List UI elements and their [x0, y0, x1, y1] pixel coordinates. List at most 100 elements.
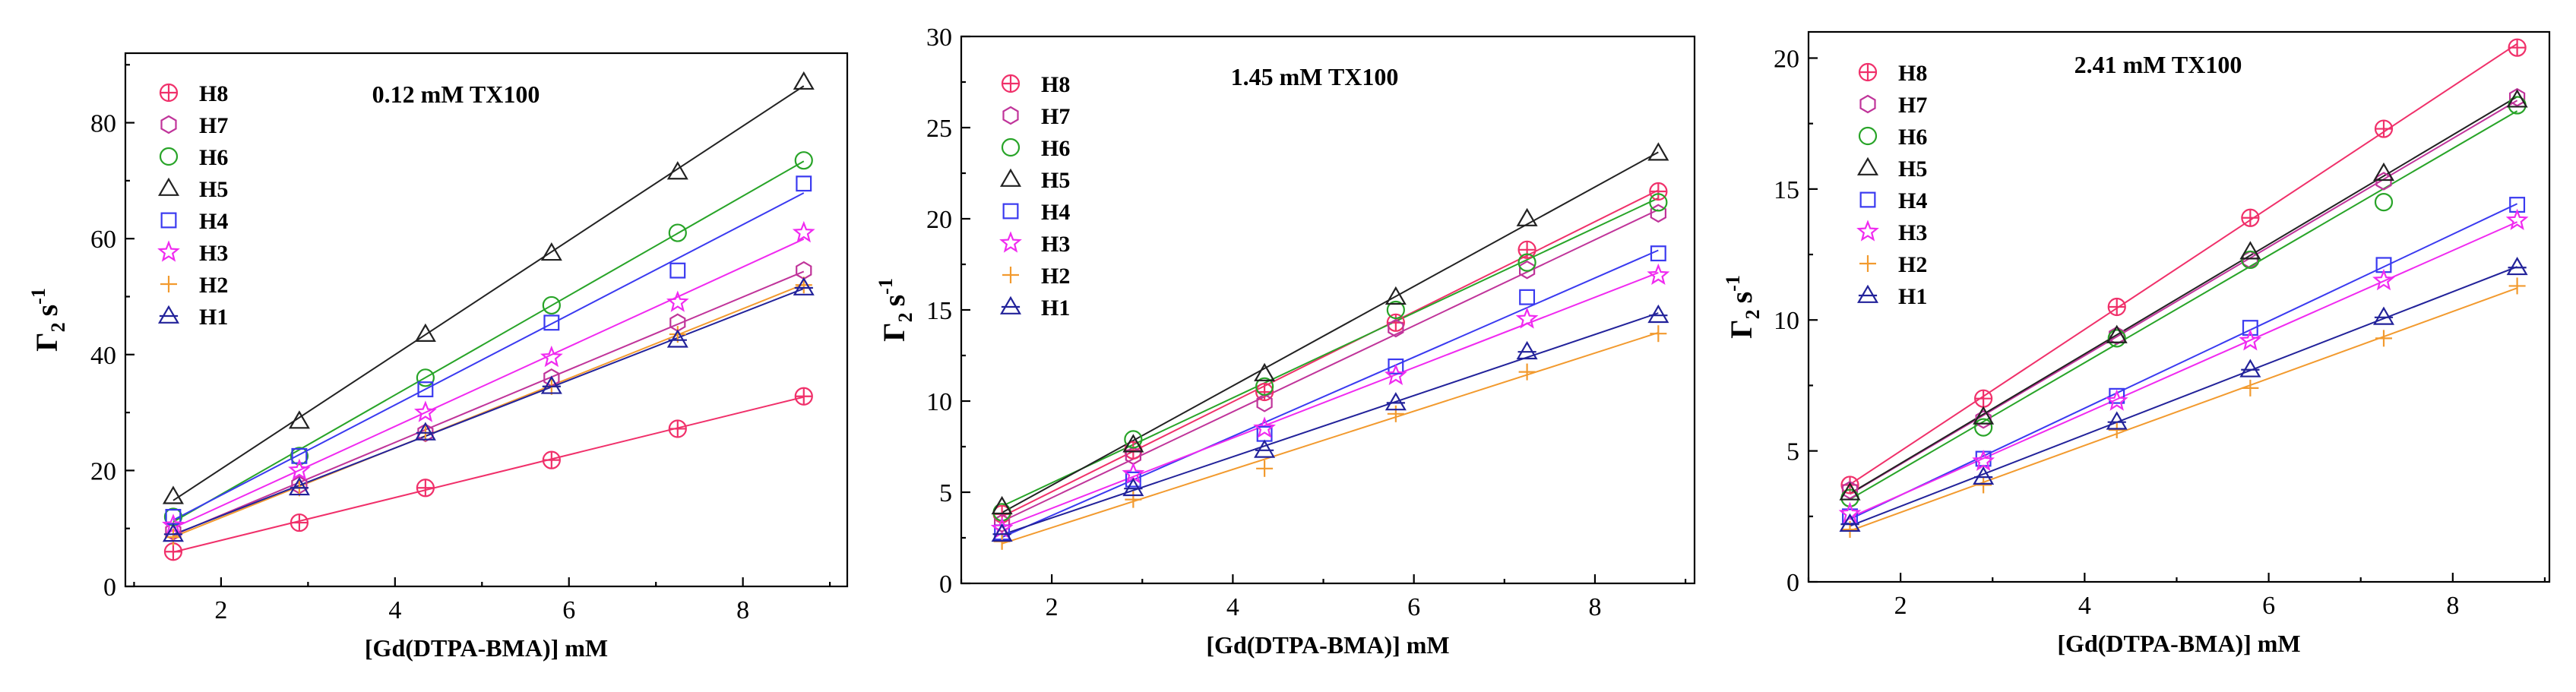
legend-label-h1: H1	[1041, 295, 1070, 321]
legend-marker-h5	[1856, 156, 1879, 175]
data-point-h4	[2242, 320, 2258, 337]
legend-label-h6: H6	[199, 145, 228, 170]
data-point-h5	[2372, 162, 2394, 182]
data-point-h4	[1388, 358, 1404, 374]
data-point-h3	[1253, 416, 1276, 438]
y-axis-label-exponent: -1	[1722, 275, 1744, 292]
legend-label-h8: H8	[199, 81, 228, 106]
y-tick-label: 20	[1774, 45, 1799, 73]
x-tick-label: 2	[1046, 593, 1059, 621]
data-point-h4	[543, 314, 560, 331]
legend-marker-h1	[157, 305, 180, 324]
data-point-h8	[2374, 119, 2394, 138]
data-point-h7	[1256, 393, 1273, 412]
data-point-h3	[540, 345, 563, 368]
legend-marker-h7	[1859, 94, 1876, 114]
data-point-h2	[2242, 379, 2259, 397]
data-point-h5	[414, 323, 436, 342]
data-point-h7	[796, 261, 812, 280]
data-point-h8	[542, 450, 561, 469]
y-axis-label-exponent: -1	[27, 288, 49, 305]
data-point-h7	[2109, 326, 2125, 346]
data-point-h3	[666, 290, 689, 312]
legend-marker-h4	[1002, 203, 1019, 220]
y-tick-label: 15	[1774, 176, 1799, 204]
fit-line-h1	[1850, 266, 2517, 527]
data-point-h5	[162, 485, 184, 504]
fit-line-h1	[172, 288, 805, 536]
plot-frame	[124, 52, 849, 588]
data-point-h2	[1975, 476, 1992, 494]
legend-label-h4: H4	[1041, 200, 1070, 225]
data-point-h7	[2509, 87, 2526, 107]
legend-marker-h1	[1856, 284, 1879, 303]
fit-line-h3	[1850, 221, 2518, 519]
data-point-h1	[991, 523, 1013, 542]
fit-line-h6	[1002, 197, 1659, 507]
data-point-h6	[290, 447, 309, 466]
legend-label-h1: H1	[199, 305, 228, 330]
legend-marker-h7	[160, 115, 177, 134]
y-tick-label: 30	[926, 24, 952, 52]
y-tick-label: 10	[1774, 307, 1799, 335]
data-point-h1	[793, 276, 815, 295]
data-point-h2	[2508, 277, 2526, 295]
legend-label-h3: H3	[1898, 220, 1927, 245]
legend-label-h3: H3	[1041, 232, 1070, 257]
data-point-h8	[1517, 240, 1536, 259]
data-point-h2	[2375, 330, 2392, 347]
data-point-h8	[1649, 182, 1668, 201]
data-point-h1	[1973, 466, 1995, 485]
data-point-h1	[1122, 477, 1144, 497]
y-axis-label: Γ2 s-1	[27, 288, 69, 352]
legend-marker-h6	[1858, 126, 1878, 146]
data-point-h2	[2108, 422, 2125, 439]
chart-title: 2.41 mM TX100	[2074, 51, 2242, 78]
data-point-h3	[1384, 363, 1407, 386]
data-point-h7	[1975, 409, 1992, 429]
legend-label-h8: H8	[1041, 72, 1070, 97]
data-point-h5	[793, 71, 815, 90]
x-axis-label: [Gd(DTPA-BMA)] mM	[1206, 631, 1449, 659]
data-point-h5	[1839, 482, 1861, 501]
y-axis-label-exponent: -1	[875, 278, 897, 295]
data-point-h3	[1972, 449, 1995, 472]
legend-label-h2: H2	[1898, 252, 1927, 277]
x-axis-label: [Gd(DTPA-BMA)] mM	[2057, 630, 2300, 657]
legend-marker-h3	[999, 231, 1022, 253]
data-point-h8	[668, 419, 687, 438]
data-point-h3	[288, 458, 311, 481]
fit-line-h7	[172, 270, 805, 536]
data-point-h3	[1838, 501, 1862, 524]
data-point-h1	[1254, 439, 1276, 458]
data-point-h8	[1974, 389, 1993, 408]
data-point-h1	[1516, 340, 1538, 360]
data-point-h1	[2239, 359, 2261, 378]
data-point-h5	[1122, 434, 1144, 453]
y-axis-label-unit: s	[1724, 292, 1758, 304]
data-point-h1	[162, 523, 184, 542]
fit-line-h6	[172, 160, 805, 523]
y-tick-label: 80	[90, 110, 116, 138]
data-point-h8	[2241, 208, 2260, 227]
y-axis-label-symbol: Γ	[877, 322, 911, 341]
legend-marker-h6	[1001, 137, 1021, 157]
data-point-h1	[288, 476, 310, 496]
legend-label-h5: H5	[1041, 168, 1070, 193]
data-point-h8	[2508, 38, 2527, 57]
fit-line-h2	[1850, 287, 2517, 532]
data-point-h4	[1519, 289, 1536, 305]
legend-label-h4: H4	[1898, 188, 1927, 213]
data-point-h5	[1973, 406, 1995, 425]
fit-line-h4	[1850, 203, 2518, 520]
x-tick-label: 6	[2262, 592, 2275, 620]
y-tick-label: 20	[926, 206, 952, 234]
data-point-h2	[1125, 491, 1142, 508]
legend-marker-h2	[160, 276, 177, 292]
data-point-h1	[2106, 411, 2128, 430]
legend-label-h7: H7	[1041, 104, 1070, 129]
data-point-h7	[1388, 318, 1404, 338]
